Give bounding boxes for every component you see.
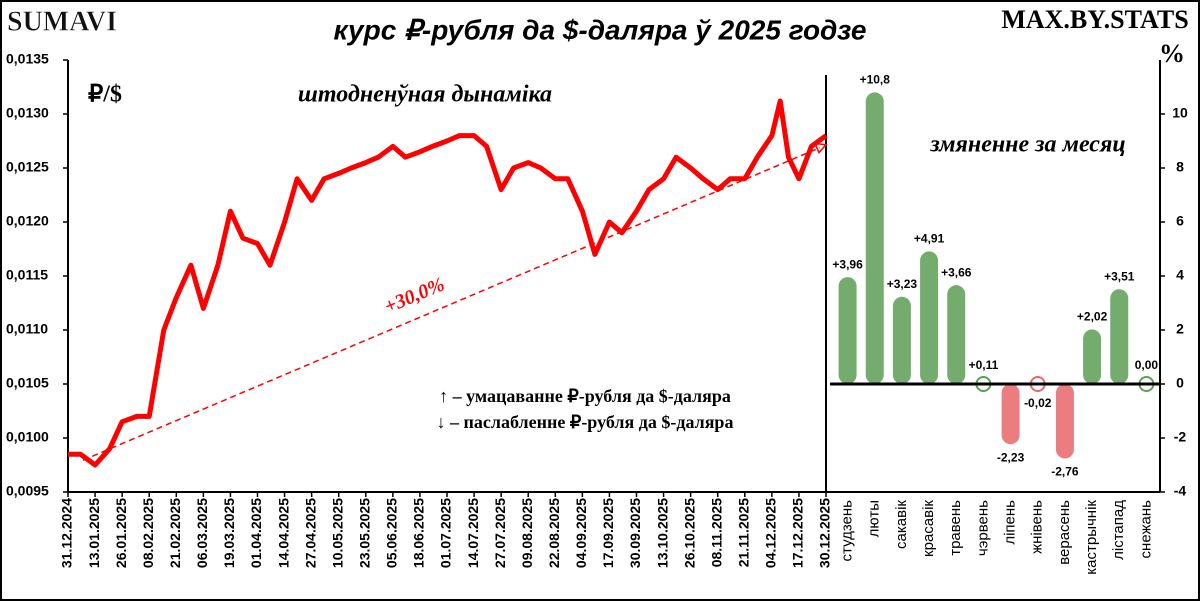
trend-arrow: [813, 142, 828, 154]
x-tick-label: 30.12.2025: [817, 498, 833, 568]
x-tick-label: кастрычнік: [1083, 500, 1100, 575]
x-tick-label: 17.09.2025: [600, 498, 616, 568]
x-tick-label: ліпень: [1002, 500, 1019, 545]
value-label: +10,8: [860, 73, 891, 87]
y-tick-label: 0,0115: [6, 267, 48, 283]
x-tick-label: лістапад: [1110, 500, 1127, 560]
x-tick-label: 08.02.2025: [140, 498, 156, 568]
right-logo: MAX.BY.STATS: [1001, 5, 1188, 34]
x-tick-label: снежань: [1137, 500, 1154, 559]
y-tick-label: 0,0130: [6, 105, 49, 121]
note: ↑ – умацаванне ₽-рубля да $-даляра: [439, 386, 731, 406]
x-tick-label: 04.09.2025: [573, 498, 589, 568]
value-label: +3,96: [832, 257, 863, 271]
x-tick-label: 19.03.2025: [221, 498, 237, 568]
y2-unit: %: [1159, 39, 1185, 68]
bar: [892, 296, 911, 384]
y2-tick-label: -4: [1174, 483, 1187, 499]
value-label: +4,91: [914, 232, 945, 246]
x-tick-label: 21.02.2025: [167, 498, 183, 568]
bar: [1001, 384, 1020, 445]
value-label: +3,51: [1104, 269, 1135, 283]
y-tick-label: 0,0135: [6, 51, 49, 67]
x-tick-label: 09.08.2025: [519, 498, 535, 568]
value-label: +3,23: [887, 277, 918, 291]
x-tick-label: 26.01.2025: [113, 498, 129, 568]
bar: [1055, 384, 1074, 459]
y-unit: ₽/$: [88, 82, 122, 108]
y-tick-label: 0,0120: [6, 213, 49, 229]
bar: [838, 277, 857, 384]
x-tick-label: красавік: [920, 500, 937, 557]
y2-tick-label: -2: [1174, 429, 1187, 445]
line: [68, 98, 828, 468]
value-label: +0,11: [969, 358, 999, 372]
bar: [1110, 289, 1129, 384]
value-label: +3,66: [941, 265, 972, 279]
bar: [1083, 329, 1102, 384]
x-tick-label: 17.12.2025: [790, 498, 806, 568]
subtitle: штодненўная дынаміка: [298, 82, 552, 108]
x-tick-label: 05.06.2025: [384, 498, 400, 568]
y-tick-label: 0,0095: [6, 483, 49, 499]
trend-line: [82, 146, 821, 461]
x-tick-label: сакавік: [893, 500, 910, 549]
bar: [920, 251, 939, 384]
value-label: 0,00: [1135, 358, 1159, 372]
bar: [865, 92, 884, 385]
x-tick-label: верасень: [1056, 500, 1073, 565]
value-label: +2,02: [1077, 310, 1108, 324]
x-tick-label: 18.06.2025: [411, 498, 427, 568]
x-tick-label: 26.10.2025: [681, 498, 697, 568]
left-logo: SUMAVI: [7, 6, 117, 37]
note: ↓ – паслабленне ₽-рубля да $-даляра: [437, 412, 734, 432]
bar: [947, 285, 966, 384]
x-tick-label: 22.08.2025: [546, 498, 562, 568]
value-label: -0,02: [1024, 396, 1052, 410]
x-tick-label: 06.03.2025: [194, 498, 210, 568]
x-tick-label: 08.11.2025: [708, 498, 724, 568]
value-label: -2,76: [1051, 465, 1079, 479]
x-tick-label: 31.12.2024: [59, 498, 75, 568]
x-tick-label: 01.04.2025: [248, 498, 264, 568]
y2-tick-label: 2: [1176, 321, 1184, 337]
x-tick-label: 27.04.2025: [302, 498, 318, 568]
x-tick-label: 10.05.2025: [329, 498, 345, 568]
x-tick-label: 21.11.2025: [735, 498, 751, 568]
subtitle: змяненне за месяц: [929, 132, 1125, 158]
x-tick-label: травень: [947, 500, 964, 556]
y2-tick-label: 10: [1172, 105, 1188, 121]
x-tick-label: студзень: [839, 500, 856, 562]
y-tick-label: 0,0110: [6, 321, 48, 337]
x-tick-label: 14.07.2025: [465, 498, 481, 568]
x-tick-label: 23.05.2025: [356, 498, 372, 568]
x-tick-label: 04.12.2025: [763, 498, 779, 568]
y-tick-label: 0,0125: [6, 159, 49, 175]
y2-tick-label: 0: [1176, 375, 1184, 391]
y-tick-label: 0,0100: [6, 429, 49, 445]
x-tick-label: 14.04.2025: [275, 498, 291, 568]
x-tick-label: 30.09.2025: [627, 498, 643, 568]
x-tick-label: 27.07.2025: [492, 498, 508, 568]
x-tick-label: люты: [866, 500, 883, 537]
chart-title: курс ₽-рубля да $-даляра ў 2025 годзе: [334, 14, 867, 45]
value-label: -2,23: [997, 450, 1025, 464]
x-tick-label: жнівень: [1029, 500, 1046, 554]
x-tick-label: 01.07.2025: [438, 498, 454, 568]
y2-tick-label: 6: [1176, 213, 1184, 229]
x-tick-label: 13.01.2025: [86, 498, 102, 568]
y-tick-label: 0,0105: [6, 375, 49, 391]
x-tick-label: 13.10.2025: [654, 498, 670, 568]
y2-tick-label: 8: [1176, 159, 1184, 175]
x-tick-label: чэрвень: [974, 500, 991, 556]
y2-tick-label: 4: [1176, 267, 1184, 283]
